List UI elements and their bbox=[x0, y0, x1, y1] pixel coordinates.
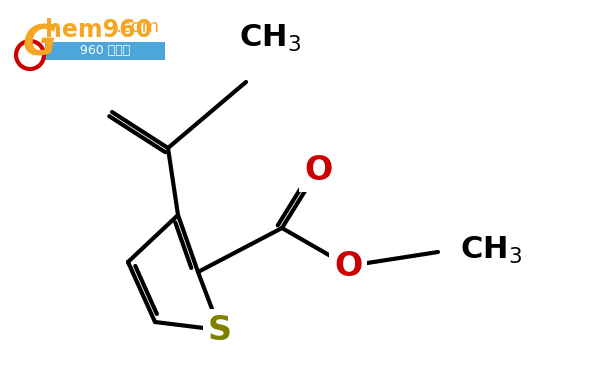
Text: O: O bbox=[334, 249, 362, 282]
Text: 960 化工网: 960 化工网 bbox=[80, 45, 130, 57]
Text: CH$_3$: CH$_3$ bbox=[239, 22, 301, 54]
Text: CH$_3$: CH$_3$ bbox=[460, 234, 522, 266]
Bar bbox=[45, 42, 165, 60]
Text: S: S bbox=[208, 314, 232, 346]
Text: O: O bbox=[304, 153, 332, 186]
Text: G: G bbox=[22, 22, 56, 64]
Text: .com: .com bbox=[115, 18, 159, 36]
Text: hem960: hem960 bbox=[45, 18, 152, 42]
